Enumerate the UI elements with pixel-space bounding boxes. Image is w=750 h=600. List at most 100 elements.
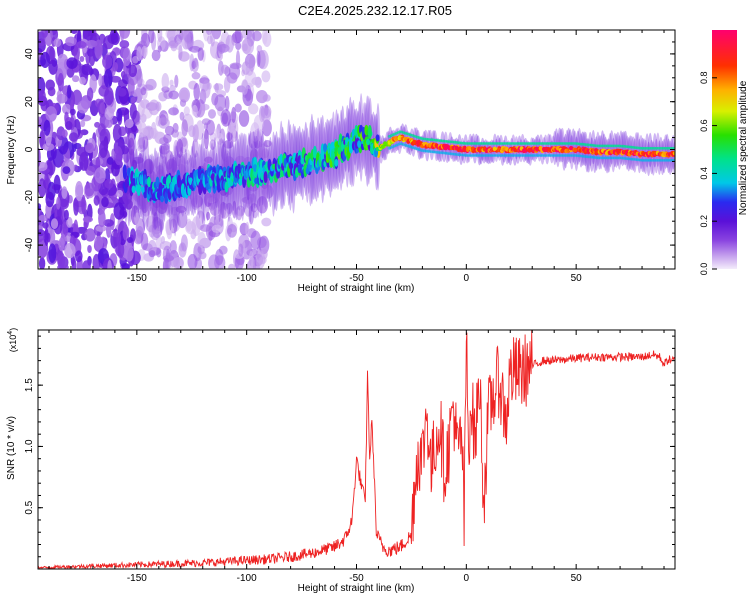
noise-blob	[38, 229, 45, 237]
noise-blob	[82, 260, 91, 269]
noise-blob	[261, 70, 271, 83]
ridge-cell	[349, 145, 353, 154]
noise-blob	[245, 221, 250, 238]
snr-axes: -150 -100 -50 0 50 0.5 1.0 1.5	[24, 330, 675, 584]
noise-blob	[206, 211, 211, 221]
noise-blob	[231, 106, 237, 123]
noise-blob	[70, 30, 78, 34]
noise-blob	[195, 120, 205, 140]
noise-blob	[163, 133, 172, 144]
noise-blob	[131, 125, 138, 133]
noise-blob	[66, 57, 78, 69]
spectrogram-panel: -150 -100 -50 0 50 -40 -20 0 20 40 Height of stra…	[6, 29, 676, 294]
ridge-halo	[600, 130, 605, 165]
noise-blob	[241, 79, 249, 95]
noise-blob	[151, 49, 161, 62]
noise-blob	[86, 87, 94, 102]
noise-blob	[84, 182, 95, 197]
noise-blob	[65, 36, 77, 47]
noise-blob	[251, 77, 262, 86]
noise-blob	[79, 76, 86, 85]
noise-blob	[197, 231, 206, 248]
noise-blob	[64, 242, 76, 259]
noise-blob	[72, 75, 80, 83]
noise-blob	[168, 90, 179, 100]
ridge-sheath	[672, 146, 675, 150]
noise-blob	[179, 111, 185, 121]
x-tick-label: -50	[349, 273, 364, 284]
noise-blob	[128, 137, 135, 156]
noise-blob	[225, 34, 234, 53]
noise-blob	[98, 209, 106, 228]
noise-blob	[191, 104, 198, 117]
noise-blob	[206, 119, 216, 136]
ridge-cell	[573, 147, 578, 153]
noise-blob	[193, 83, 200, 101]
colorbar-label: Normalized spectral amplitude	[738, 80, 749, 215]
noise-blob	[241, 38, 252, 54]
noise-blob	[58, 237, 65, 252]
ridge-halo	[651, 141, 656, 176]
noise-blob	[75, 250, 83, 263]
noise-blob	[71, 258, 77, 269]
noise-blob	[164, 125, 175, 136]
noise-blob	[136, 68, 143, 88]
noise-blob	[103, 219, 115, 227]
colorbar-axes: 0.0 0.2 0.4 0.6 0.8	[699, 72, 717, 275]
noise-blob	[48, 243, 57, 263]
noise-blob	[260, 107, 272, 123]
noise-blob	[178, 51, 190, 62]
noise-blob	[68, 132, 79, 142]
ridge-cell	[312, 145, 317, 159]
noise-blob	[214, 213, 222, 226]
x-tick-label: -100	[237, 573, 257, 584]
noise-blob	[121, 263, 130, 269]
noise-blob	[61, 186, 68, 199]
noise-blob	[202, 79, 211, 99]
noise-blob	[203, 129, 209, 149]
noise-blob	[98, 73, 103, 87]
noise-blob	[57, 251, 66, 269]
noise-blob	[127, 78, 135, 96]
spectrogram-xlabel: Height of straight line (km)	[298, 283, 415, 294]
noise-blob	[198, 103, 210, 111]
ridge-halo	[554, 128, 559, 163]
colorbar: 0.0 0.2 0.4 0.6 0.8 Normalized spectral ampl…	[699, 30, 749, 275]
noise-blob	[171, 157, 177, 173]
noise-blob	[191, 72, 201, 80]
noise-blob	[176, 138, 184, 158]
noise-blob	[40, 51, 50, 68]
snr-multiplier-close: )	[8, 328, 18, 331]
snr-panel: -150 -100 -50 0 50 0.5 1.0 1.5 Height of straig…	[6, 328, 676, 594]
noise-blob	[148, 250, 156, 258]
noise-blob	[262, 185, 274, 199]
noise-blob	[261, 217, 272, 227]
noise-blob	[256, 196, 269, 214]
noise-blob	[248, 250, 254, 269]
noise-blob	[94, 121, 101, 128]
noise-blob	[99, 102, 106, 114]
noise-blob	[211, 224, 223, 233]
ridge-cell	[672, 151, 675, 156]
ridge-halo	[609, 130, 614, 165]
noise-blob	[248, 103, 259, 115]
noise-blob	[67, 84, 72, 99]
ridge-halo	[618, 130, 624, 165]
noise-blob	[50, 218, 59, 230]
noise-blob	[77, 100, 89, 114]
ridge-cell	[337, 146, 342, 155]
y-tick-label: 0.5	[24, 500, 35, 514]
snr-multiplier-base: (x10	[8, 335, 18, 353]
noise-blob	[112, 123, 122, 143]
noise-blob	[255, 250, 266, 269]
snr-series-line	[38, 330, 675, 569]
noise-blob	[227, 224, 237, 238]
ridge-halo	[621, 131, 627, 166]
noise-blob	[148, 30, 155, 44]
noise-blob	[42, 143, 55, 151]
noise-blob	[107, 259, 112, 269]
ridge-cell	[348, 137, 353, 145]
noise-blob	[190, 156, 197, 169]
noise-blob	[141, 45, 148, 58]
y-tick-label: -40	[24, 237, 35, 252]
